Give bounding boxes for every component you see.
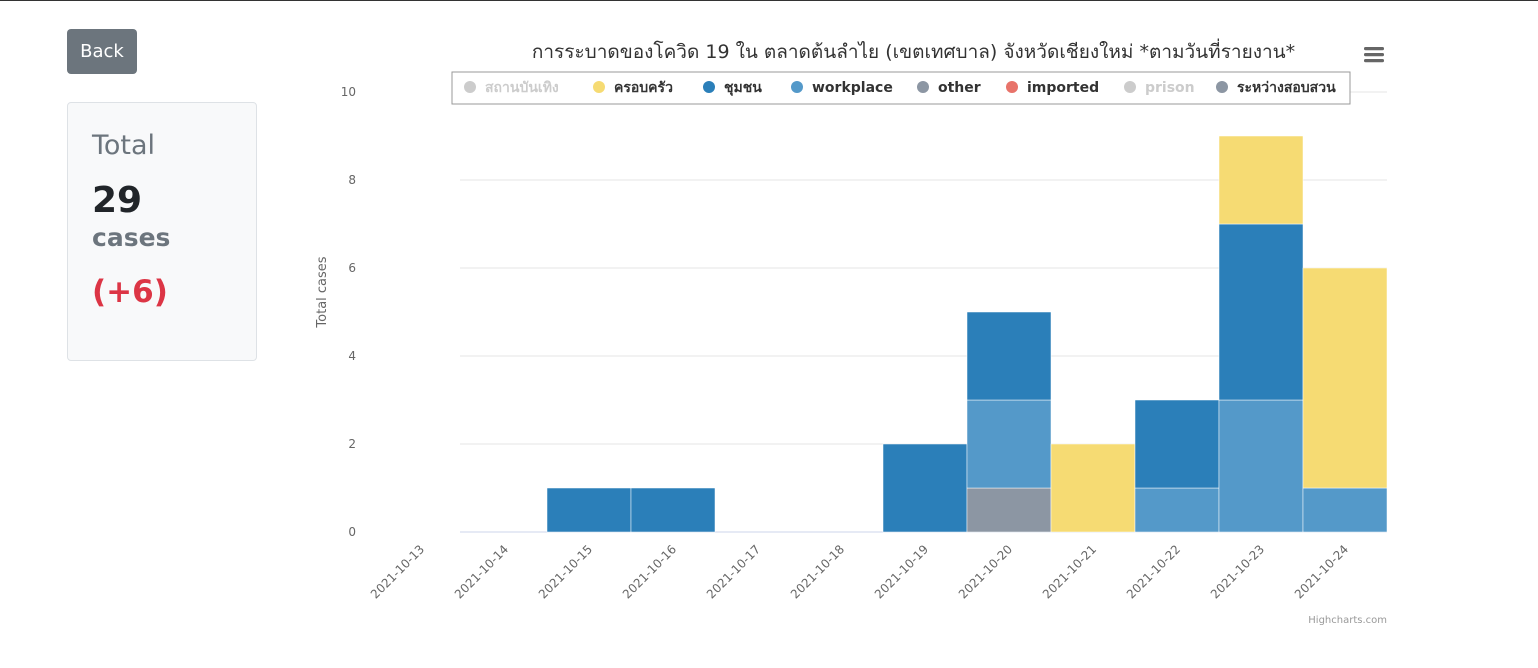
x-tick-label: 2021-10-16 [620,542,679,601]
legend-item[interactable]: ครอบครัว [614,80,673,96]
bar-2021-10-23[interactable] [1218,223,1304,401]
bar-2021-10-21[interactable] [1050,443,1136,533]
bar-2021-10-22[interactable] [1134,399,1220,489]
top-border [0,0,1538,1]
legend-item[interactable]: other [938,80,981,96]
legend-marker[interactable] [1216,81,1228,93]
legend-box [451,71,1351,105]
legend-marker[interactable] [1124,81,1136,93]
legend-marker[interactable] [917,81,929,93]
y-tick-label: 4 [348,349,356,363]
legend-item[interactable]: workplace [812,80,893,96]
x-tick-label: 2021-10-22 [1124,542,1183,601]
bar-2021-10-20[interactable] [966,311,1052,401]
y-tick-label: 6 [348,261,356,275]
legend-item[interactable]: imported [1027,80,1099,96]
legend-marker[interactable] [703,81,715,93]
stacked-bar-chart: การระบาดของโควิด 19 ใน ตลาดต้นลำไย (เขตเ… [315,38,1388,626]
total-value: 29 [92,180,143,221]
bar-2021-10-15[interactable] [546,487,632,533]
x-tick-label: 2021-10-18 [788,542,847,601]
bar-2021-10-22[interactable] [1134,487,1220,533]
x-tick-label: 2021-10-17 [704,542,763,601]
bar-2021-10-24[interactable] [1302,267,1388,489]
bar-2021-10-23[interactable] [1218,399,1304,533]
legend-item[interactable]: สถานบันเทิง [485,80,559,96]
bar-2021-10-19[interactable] [882,443,968,533]
bar-2021-10-16[interactable] [630,487,716,533]
x-tick-label: 2021-10-19 [872,542,931,601]
legend-item[interactable]: ระหว่างสอบสวน [1237,80,1336,96]
back-button[interactable]: Back [67,29,137,74]
x-tick-label: 2021-10-20 [956,542,1015,601]
total-cases-card: Total 29 cases (+6) [67,102,257,361]
y-axis-title: Total cases [315,256,330,328]
y-tick-label: 0 [348,525,356,539]
total-delta: (+6) [92,274,168,310]
menu-bar [1364,47,1384,51]
bar-2021-10-20[interactable] [966,399,1052,489]
legend-marker[interactable] [464,81,476,93]
credits-link[interactable]: Highcharts.com [1308,615,1387,626]
y-tick-label: 2 [348,437,356,451]
menu-bar [1364,53,1384,57]
x-tick-label: 2021-10-13 [368,542,427,601]
legend-marker[interactable] [593,81,605,93]
total-unit: cases [92,223,171,252]
bar-2021-10-20[interactable] [966,487,1052,533]
y-tick-label: 10 [341,85,356,99]
legend-marker[interactable] [1006,81,1018,93]
legend-marker[interactable] [791,81,803,93]
chart-title: การระบาดของโควิด 19 ใน ตลาดต้นลำไย (เขตเ… [532,38,1295,63]
menu-bar [1364,59,1384,63]
bar-2021-10-24[interactable] [1302,487,1388,533]
x-tick-label: 2021-10-14 [452,542,511,601]
menu-icon[interactable] [1364,47,1384,63]
bar-2021-10-23[interactable] [1218,135,1304,225]
x-tick-label: 2021-10-23 [1208,542,1267,601]
x-tick-label: 2021-10-15 [536,542,595,601]
x-tick-label: 2021-10-24 [1292,542,1351,601]
y-tick-label: 8 [348,173,356,187]
total-label: Total [92,130,156,161]
legend-item[interactable]: prison [1145,80,1195,96]
x-tick-label: 2021-10-21 [1040,542,1099,601]
legend-item[interactable]: ชุมชน [724,80,762,96]
